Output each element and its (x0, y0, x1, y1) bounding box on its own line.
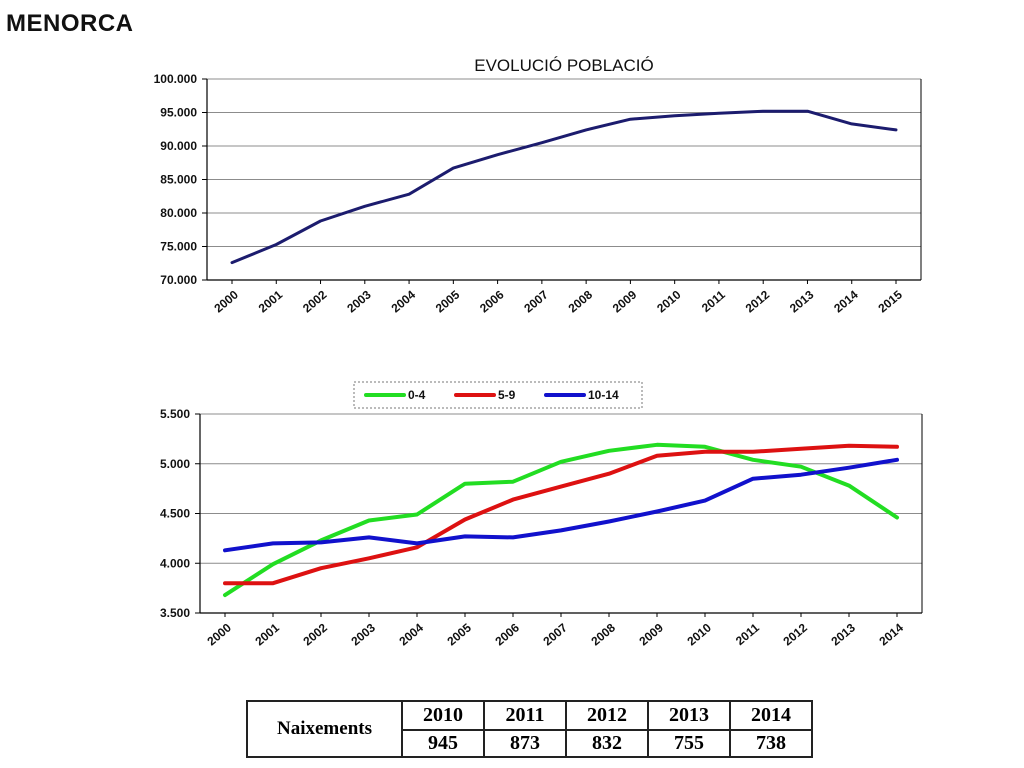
year-cell: 2014 (729, 700, 813, 731)
x-tick-label: 2003 (348, 620, 378, 648)
x-tick-label: 2004 (389, 287, 419, 315)
series-line-5-9 (223, 443, 899, 586)
y-tick-label: 80.000 (160, 206, 197, 220)
x-tick-label: 2011 (733, 620, 762, 648)
x-tick-label: 2005 (433, 287, 463, 315)
x-tick-label: 2001 (256, 287, 286, 315)
series-line-0-4 (223, 442, 899, 598)
population-chart: EVOLUCIÓ POBLACIÓ 70.000 75.000 80.000 85.00… (154, 56, 922, 315)
x-tick-label: 2002 (300, 620, 330, 648)
x-tick-label: 2001 (252, 620, 282, 648)
x-tick-label: 2011 (699, 287, 728, 315)
page-title: MENORCA (6, 10, 134, 37)
x-tick-label: 2009 (610, 287, 640, 315)
y-tick-label: 90.000 (160, 139, 197, 153)
x-tick-label: 2008 (588, 620, 618, 648)
x-tick-label: 2007 (521, 287, 551, 315)
x-tick-label: 2013 (828, 620, 858, 648)
x-tick-label: 2005 (444, 620, 474, 648)
series-line-series-0 (230, 109, 898, 265)
births-value-cell: 755 (647, 729, 731, 758)
y-tick-label: 5.000 (160, 457, 190, 471)
births-value-cell: 873 (483, 729, 567, 758)
x-tick-label: 2012 (743, 287, 773, 315)
y-tick-label: 75.000 (160, 240, 197, 254)
births-value-cell: 945 (401, 729, 485, 758)
x-tick-label: 2014 (831, 287, 861, 315)
y-tick-label: 4.500 (160, 507, 190, 521)
y-tick-label: 4.000 (160, 556, 190, 570)
x-tick-label: 2015 (875, 287, 905, 315)
age-groups-chart: 3.500 4.000 4.500 5.000 5.500 2000 2001 2002 200… (160, 381, 923, 648)
x-tick-label: 2014 (876, 620, 906, 648)
year-cell: 2011 (483, 700, 567, 731)
x-tick-label: 2013 (787, 287, 817, 315)
births-value-cell: 832 (565, 729, 649, 758)
year-cell: 2010 (401, 700, 485, 731)
legend-label-10-14: 10-14 (588, 388, 619, 402)
y-tick-label: 5.500 (160, 407, 190, 421)
y-tick-label: 70.000 (160, 273, 197, 287)
x-tick-label: 2003 (344, 287, 374, 315)
y-tick-label: 85.000 (160, 173, 197, 187)
x-tick-label: 2006 (477, 287, 507, 315)
x-tick-label: 2000 (211, 287, 241, 315)
x-tick-label: 2010 (654, 287, 684, 315)
x-tick-label: 2004 (396, 620, 426, 648)
x-tick-label: 2008 (566, 287, 596, 315)
legend-label-0-4: 0-4 (408, 388, 426, 402)
legend-label-5-9: 5-9 (498, 388, 516, 402)
x-tick-label: 2010 (684, 620, 714, 648)
y-tick-label: 100.000 (154, 72, 198, 86)
births-row-label: Naixements (246, 700, 403, 758)
table-row: 945 873 832 755 738 (247, 729, 813, 758)
x-tick-label: 2007 (540, 620, 570, 648)
births-table: Naixements 2010 2011 2012 2013 2014 945 … (246, 700, 813, 758)
series-line-10-14 (223, 457, 899, 553)
x-tick-label: 2006 (492, 620, 522, 648)
x-tick-label: 2000 (204, 620, 234, 648)
x-tick-label: 2012 (780, 620, 810, 648)
births-value-cell: 738 (729, 729, 813, 758)
x-tick-label: 2002 (300, 287, 330, 315)
y-tick-label: 3.500 (160, 606, 190, 620)
year-cell: 2013 (647, 700, 731, 731)
chart-title: EVOLUCIÓ POBLACIÓ (474, 56, 654, 75)
x-tick-label: 2009 (636, 620, 666, 648)
table-row: Naixements 2010 2011 2012 2013 2014 (246, 700, 813, 758)
y-tick-label: 95.000 (160, 106, 197, 120)
year-cell: 2012 (565, 700, 649, 731)
